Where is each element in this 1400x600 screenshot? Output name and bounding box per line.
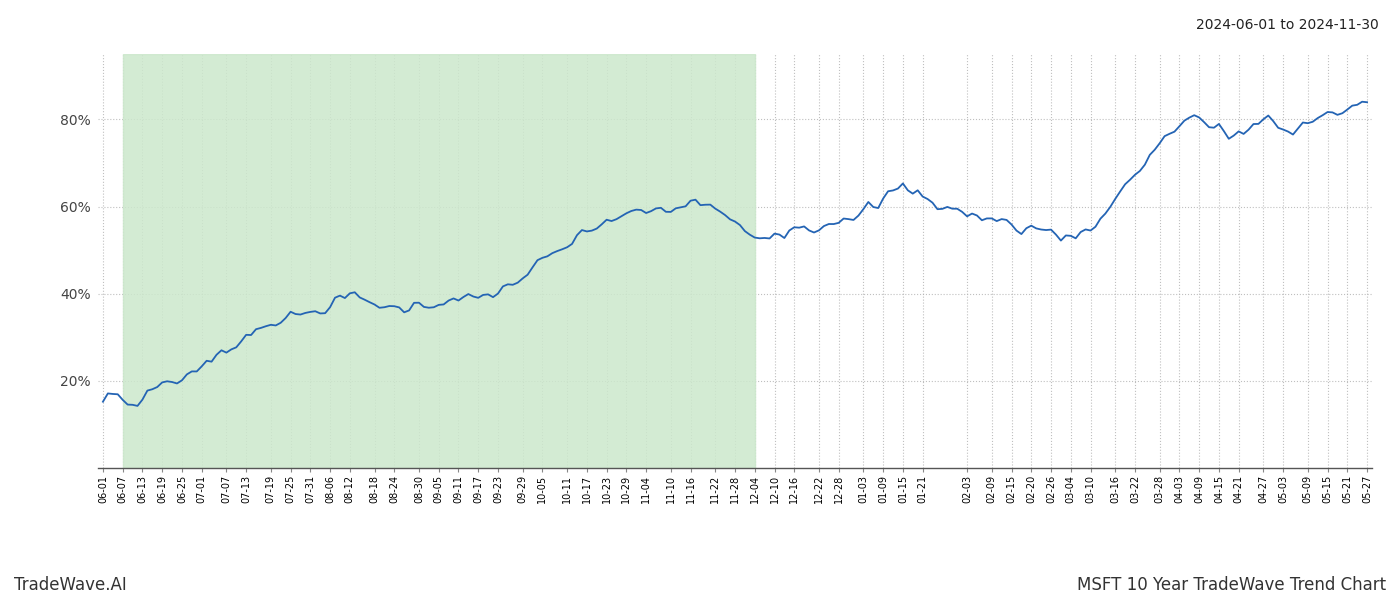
Text: MSFT 10 Year TradeWave Trend Chart: MSFT 10 Year TradeWave Trend Chart bbox=[1077, 576, 1386, 594]
Text: TradeWave.AI: TradeWave.AI bbox=[14, 576, 127, 594]
Text: 2024-06-01 to 2024-11-30: 2024-06-01 to 2024-11-30 bbox=[1196, 18, 1379, 32]
Bar bbox=[123, 54, 755, 468]
